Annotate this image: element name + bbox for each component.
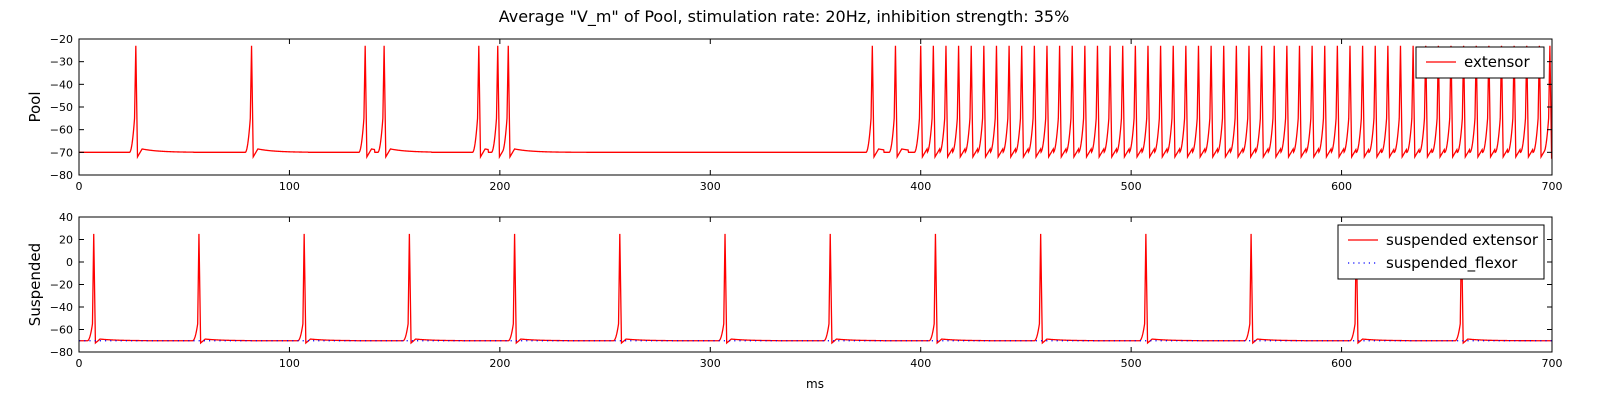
pool-series-extensor [79,45,1552,160]
pool-x-tick-label: 400 [910,180,931,193]
pool-legend-label-extensor: extensor [1464,53,1530,71]
suspended-x-tick-label: 600 [1331,357,1352,370]
pool-y-tick-label: −70 [50,146,73,159]
suspended-y-tick-label: −40 [50,301,73,314]
suspended-legend: suspended extensor suspended_flexor [1337,224,1545,280]
figure-title: Average "V_m" of Pool, stimulation rate:… [499,7,1070,27]
pool-y-tick-label: −50 [50,101,73,114]
suspended-y-axis-label: Suspended [26,243,44,326]
suspended-x-tick-label: 500 [1121,357,1142,370]
suspended-y-tick-label: −80 [50,346,73,359]
pool-x-tick-label: 100 [279,180,300,193]
pool-y-tick-label: −80 [50,169,73,182]
pool-x-tick-label: 700 [1542,180,1563,193]
pool-y-tick-label: −20 [50,33,73,46]
suspended-legend-box [1337,224,1545,280]
suspended-x-tick-label: 400 [910,357,931,370]
suspended-y-tick-label: 0 [66,256,73,269]
pool-legend: extensor [1415,46,1545,79]
pool-axes-frame [78,38,1553,176]
suspended-x-tick-label: 0 [76,357,83,370]
suspended-axes-frame [78,216,1553,353]
suspended-y-tick-label: −60 [50,324,73,337]
x-axis-label: ms [806,377,824,391]
pool-y-tick-label: −40 [50,78,73,91]
suspended-x-tick-label: 700 [1542,357,1563,370]
suspended-axes: 0 100 200 300 400 500 600 700 −80 −60 −40 −20 0 20 40 S… [26,211,1563,370]
pool-y-tick-label: −60 [50,124,73,137]
suspended-legend-label-suspended-flexor: suspended_flexor [1386,254,1518,273]
pool-y-tick-label: −30 [50,56,73,69]
pool-x-tick-label: 200 [489,180,510,193]
pool-y-axis-label: Pool [26,91,44,122]
pool-x-tick-label: 0 [76,180,83,193]
suspended-x-tick-label: 300 [700,357,721,370]
suspended-x-tick-label: 100 [279,357,300,370]
suspended-x-tick-label: 200 [489,357,510,370]
pool-x-tick-label: 300 [700,180,721,193]
pool-x-tick-label: 500 [1121,180,1142,193]
suspended-y-tick-label: 20 [59,234,73,247]
pool-axes: 0 100 200 300 400 500 600 700 −80 −70 −60 −50 −40 −30… [26,33,1563,193]
pool-lines [79,45,1552,160]
suspended-y-tick-label: 40 [59,211,73,224]
suspended-lines [79,233,1552,345]
suspended-series-suspended-extensor [79,233,1552,345]
suspended-y-tick-label: −20 [50,279,73,292]
suspended-legend-label-suspended-extensor: suspended extensor [1386,231,1539,249]
pool-x-tick-label: 600 [1331,180,1352,193]
